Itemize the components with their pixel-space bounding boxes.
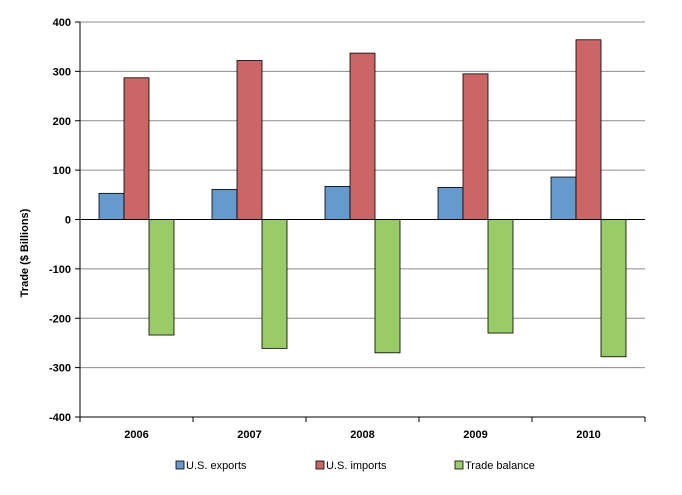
legend-label-u-s-exports: U.S. exports [186,460,247,472]
legend-swatch-u-s-exports [175,460,185,470]
bar-trade-balance-2007 [261,219,288,349]
bar-trade-balance-2010 [600,219,627,358]
bar-u-s-exports-2007 [211,188,238,220]
x-tick-label: 2007 [237,429,261,441]
y-tick-label: -100 [49,264,71,276]
legend: U.S. exports U.S. imports Trade balance [175,460,535,472]
x-tick-labels: 2006 2007 2008 2009 2010 [124,429,600,441]
y-tick-label: 200 [53,116,71,128]
y-tick-label: 300 [53,66,71,78]
bar-trade-balance-2009 [487,219,514,334]
legend-label-trade-balance: Trade balance [465,460,535,472]
bar-trade-balance-2006 [148,219,175,336]
legend-swatch-u-s-imports [315,460,325,470]
axes [75,21,646,422]
bar-trade-balance-2008 [374,219,401,354]
y-tick-label: -200 [49,313,71,325]
bar-u-s-exports-2010 [550,176,577,220]
bar-u-s-exports-2006 [98,192,125,220]
x-tick-label: 2006 [124,429,148,441]
y-axis-title: Trade ($ Billions) [19,208,31,297]
bar-u-s-imports-2008 [349,52,376,220]
y-tick-label: 400 [53,17,71,29]
y-tick-label: -400 [49,412,71,424]
y-tick-label: -300 [49,363,71,375]
x-tick-label: 2008 [350,429,374,441]
bar-u-s-imports-2007 [236,60,263,220]
y-tick-label: 100 [53,165,71,177]
bar-u-s-exports-2008 [324,186,351,220]
bar-u-s-imports-2009 [462,73,489,220]
y-tick-labels: -400 -300 -200 -100 0 100 200 300 400 [49,17,71,424]
bar-u-s-imports-2006 [123,77,150,220]
bar-u-s-imports-2010 [575,39,602,220]
bars [98,39,627,358]
legend-swatch-trade-balance [454,460,464,470]
y-tick-label: 0 [65,215,71,227]
x-tick-label: 2009 [463,429,487,441]
bar-u-s-exports-2009 [437,187,464,220]
x-tick-label: 2010 [576,429,600,441]
legend-label-u-s-imports: U.S. imports [326,460,387,472]
